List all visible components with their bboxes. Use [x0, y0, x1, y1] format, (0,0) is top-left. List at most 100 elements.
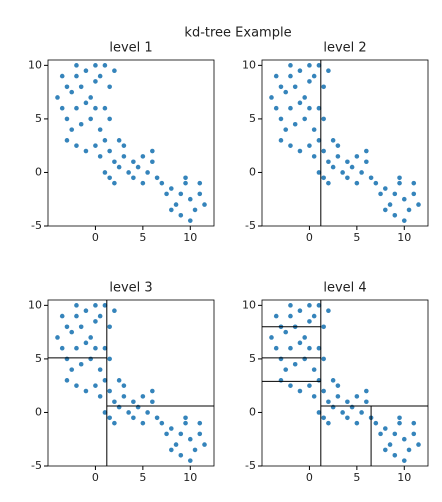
point — [74, 303, 79, 308]
point — [98, 367, 103, 372]
point — [60, 314, 65, 319]
point — [117, 165, 122, 170]
point — [112, 421, 117, 426]
point — [174, 442, 179, 447]
point — [307, 63, 312, 68]
point — [179, 192, 184, 197]
point — [321, 117, 326, 122]
point — [340, 170, 345, 175]
point — [88, 357, 93, 362]
point — [307, 143, 312, 148]
point — [150, 149, 155, 154]
point — [74, 63, 79, 68]
point — [298, 101, 303, 106]
point — [164, 432, 169, 437]
point — [331, 378, 336, 383]
point — [350, 405, 355, 410]
point — [298, 308, 303, 313]
point — [359, 410, 364, 415]
point — [74, 346, 79, 351]
point — [378, 432, 383, 437]
point — [107, 149, 112, 154]
point — [283, 367, 288, 372]
point — [393, 213, 398, 218]
point — [74, 143, 79, 148]
point — [336, 383, 341, 388]
point — [169, 186, 174, 191]
point — [126, 170, 131, 175]
point — [397, 181, 402, 186]
point — [74, 383, 79, 388]
point — [288, 74, 293, 79]
point — [321, 416, 326, 421]
point — [164, 192, 169, 197]
point — [336, 143, 341, 148]
point — [411, 192, 416, 197]
y-tick-label: 10 — [242, 298, 256, 311]
point — [112, 68, 117, 73]
point — [397, 176, 402, 181]
point — [388, 442, 393, 447]
point — [107, 117, 112, 122]
x-tick-label: 0 — [92, 471, 99, 484]
y-tick-label: 5 — [249, 112, 256, 125]
point — [374, 421, 379, 426]
point — [312, 154, 317, 159]
point — [174, 202, 179, 207]
point — [331, 138, 336, 143]
point — [183, 176, 188, 181]
point — [112, 181, 117, 186]
x-tick-label: 10 — [183, 231, 197, 244]
point — [197, 421, 202, 426]
point — [93, 63, 98, 68]
subplot-title: level 3 — [109, 281, 152, 296]
point — [193, 208, 198, 213]
point — [393, 432, 398, 437]
point — [383, 186, 388, 191]
y-tick-label: 0 — [249, 405, 256, 418]
point — [79, 84, 84, 89]
point — [326, 159, 331, 164]
point — [298, 68, 303, 73]
point — [103, 106, 108, 111]
point — [302, 95, 307, 100]
point — [122, 154, 127, 159]
point — [65, 117, 70, 122]
point — [364, 389, 369, 394]
y-tick-label: 10 — [28, 58, 42, 71]
point — [112, 308, 117, 313]
point — [283, 330, 288, 335]
point — [107, 357, 112, 362]
point — [88, 117, 93, 122]
point — [355, 154, 360, 159]
y-tick-label: 10 — [28, 298, 42, 311]
point — [183, 181, 188, 186]
point — [103, 138, 108, 143]
point — [65, 324, 70, 329]
point — [122, 143, 127, 148]
point — [407, 448, 412, 453]
point — [402, 458, 407, 463]
point — [122, 383, 127, 388]
point — [298, 341, 303, 346]
point — [117, 405, 122, 410]
subplot-title: level 2 — [323, 41, 366, 56]
x-tick-label: 0 — [92, 231, 99, 244]
point — [74, 74, 79, 79]
y-tick-label: 5 — [35, 112, 42, 125]
point — [107, 324, 112, 329]
point — [312, 394, 317, 399]
point — [345, 416, 350, 421]
point — [88, 335, 93, 340]
point — [288, 303, 293, 308]
point — [107, 84, 112, 89]
point — [321, 176, 326, 181]
point — [141, 154, 146, 159]
point — [103, 63, 108, 68]
point — [369, 176, 374, 181]
point — [183, 416, 188, 421]
point — [307, 346, 312, 351]
point — [79, 324, 84, 329]
point — [60, 74, 65, 79]
point — [393, 453, 398, 458]
